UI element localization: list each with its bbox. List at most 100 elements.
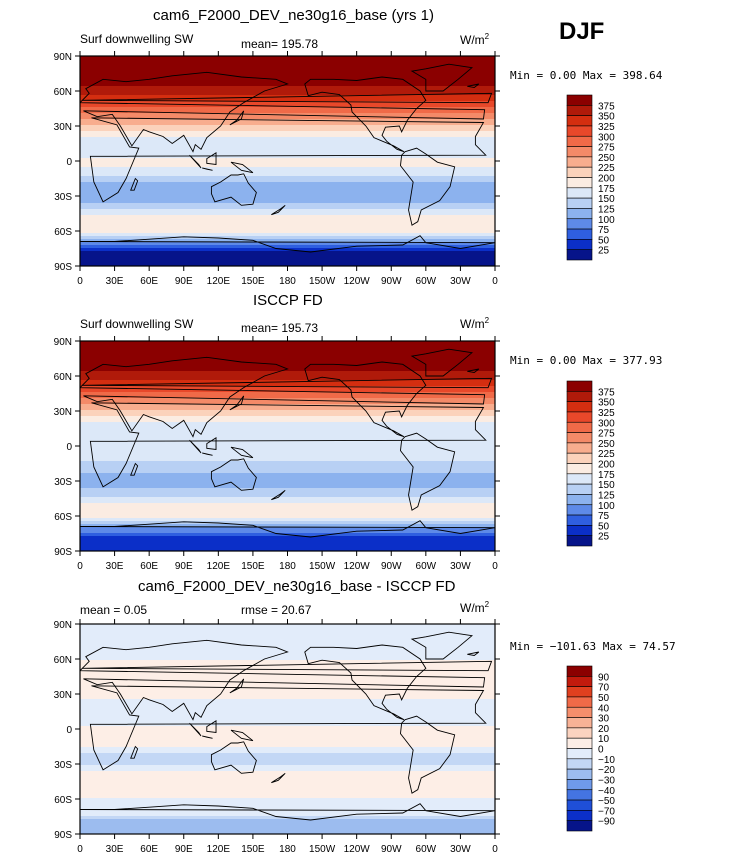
- lat-band: [80, 134, 495, 138]
- lat-band: [80, 732, 495, 736]
- lat-label: 30N: [54, 690, 72, 701]
- lat-band: [80, 672, 495, 676]
- lat-band: [80, 377, 495, 381]
- colorbar-label: 100: [598, 215, 615, 226]
- lat-band: [80, 176, 495, 180]
- panel-1-mean-label: mean= 195.78: [241, 37, 319, 51]
- lat-band: [80, 723, 495, 727]
- colorbar-label: 300: [598, 418, 615, 429]
- lon-label: 120W: [344, 844, 371, 855]
- lat-band: [80, 539, 495, 543]
- map-panel-1: 90N 60N 30N 0 30S 60S 90S 0 30E 60E 90E 120E 150E 180…: [54, 51, 615, 287]
- lat-band: [80, 236, 495, 240]
- lat-band: [80, 209, 495, 213]
- coastline: [206, 437, 217, 451]
- coastline: [89, 117, 487, 203]
- lat-band: [80, 245, 495, 249]
- lon-label: 0: [492, 844, 498, 855]
- colorbar-label: 100: [598, 501, 615, 512]
- lon-label: 0: [77, 561, 83, 572]
- lat-band: [80, 548, 495, 551]
- lat-band: [80, 795, 495, 799]
- lat-label: 60S: [54, 795, 72, 806]
- lat-band: [80, 143, 495, 147]
- lat-band: [80, 648, 495, 652]
- lat-band: [80, 107, 495, 111]
- colorbar-swatch: [566, 473, 593, 485]
- lon-label: 60E: [140, 844, 158, 855]
- lat-band: [80, 62, 495, 66]
- lon-label: 30W: [450, 276, 471, 287]
- colorbar-label: 25: [598, 532, 610, 543]
- coastline: [271, 772, 286, 784]
- colorbar-swatch: [566, 239, 593, 250]
- lat-band: [80, 263, 495, 266]
- lat-band: [80, 158, 495, 162]
- lat-label: 90S: [54, 547, 72, 558]
- lon-label: 90W: [381, 561, 402, 572]
- lat-band: [80, 404, 495, 408]
- lat-band: [80, 693, 495, 697]
- lat-band: [80, 347, 495, 351]
- lat-band: [80, 458, 495, 462]
- colorbar-swatch: [566, 208, 593, 220]
- lat-band: [80, 825, 495, 829]
- lat-band: [80, 831, 495, 834]
- coastline: [189, 722, 202, 737]
- lon-label: 120W: [344, 276, 371, 287]
- colorbar-swatch: [566, 115, 593, 127]
- coastline: [400, 147, 456, 226]
- panel-3-units: W/m2: [460, 600, 490, 615]
- lat-band: [80, 678, 495, 682]
- panel-2-title: ISCCP FD: [253, 292, 323, 309]
- lat-band: [80, 813, 495, 817]
- lat-label: 30N: [54, 407, 72, 418]
- lat-band: [80, 624, 495, 628]
- colorbar-label: 125: [598, 490, 615, 501]
- panel-3-title: cam6_F2000_DEV_ne30g16_base - ISCCP FD: [138, 578, 456, 595]
- lat-band: [80, 452, 495, 456]
- lat-band: [80, 738, 495, 742]
- colorbar-swatch: [566, 166, 593, 178]
- lat-band: [80, 422, 495, 426]
- lat-band: [80, 92, 495, 96]
- colorbar-2: 3753503253002752502252001751501251007550…: [566, 380, 615, 547]
- lat-band: [80, 203, 495, 207]
- panel-2-minmax: Min = 0.00 Max = 377.93: [510, 354, 663, 367]
- lat-band: [80, 473, 495, 477]
- colorbar-label: 75: [598, 511, 610, 522]
- lat-band: [80, 68, 495, 72]
- colorbar-swatch: [566, 799, 593, 811]
- lat-band: [80, 116, 495, 120]
- lat-band: [80, 437, 495, 441]
- lat-band: [80, 657, 495, 661]
- colorbar-1: 3753503253002752502252001751501251007550…: [566, 94, 615, 261]
- lat-band: [80, 218, 495, 222]
- lon-label: 30E: [106, 276, 124, 287]
- colorbar-swatch: [566, 820, 593, 832]
- lat-band: [80, 690, 495, 694]
- lat-band: [80, 696, 495, 700]
- lat-band: [80, 714, 495, 718]
- lat-band: [80, 167, 495, 171]
- colorbar-swatch: [566, 146, 593, 158]
- coastline: [467, 83, 480, 88]
- lat-label: 60N: [54, 87, 72, 98]
- lat-band: [80, 128, 495, 132]
- colorbar-label: 40: [598, 703, 610, 714]
- colorbar-swatch: [566, 514, 593, 526]
- lat-band: [80, 371, 495, 375]
- lat-band: [80, 98, 495, 102]
- colorbar-swatch: [566, 727, 593, 739]
- panel-2-variable-label: Surf downwelling SW: [80, 317, 194, 331]
- lat-band: [80, 479, 495, 483]
- coastline: [80, 520, 495, 538]
- lat-band: [80, 80, 495, 84]
- colorbar-swatch: [566, 525, 593, 536]
- colorbar-swatch: [566, 758, 593, 770]
- lat-band: [80, 807, 495, 811]
- coastline: [80, 803, 495, 821]
- colorbar-label: 225: [598, 163, 615, 174]
- lat-band: [80, 747, 495, 751]
- colorbar-swatch: [566, 411, 593, 423]
